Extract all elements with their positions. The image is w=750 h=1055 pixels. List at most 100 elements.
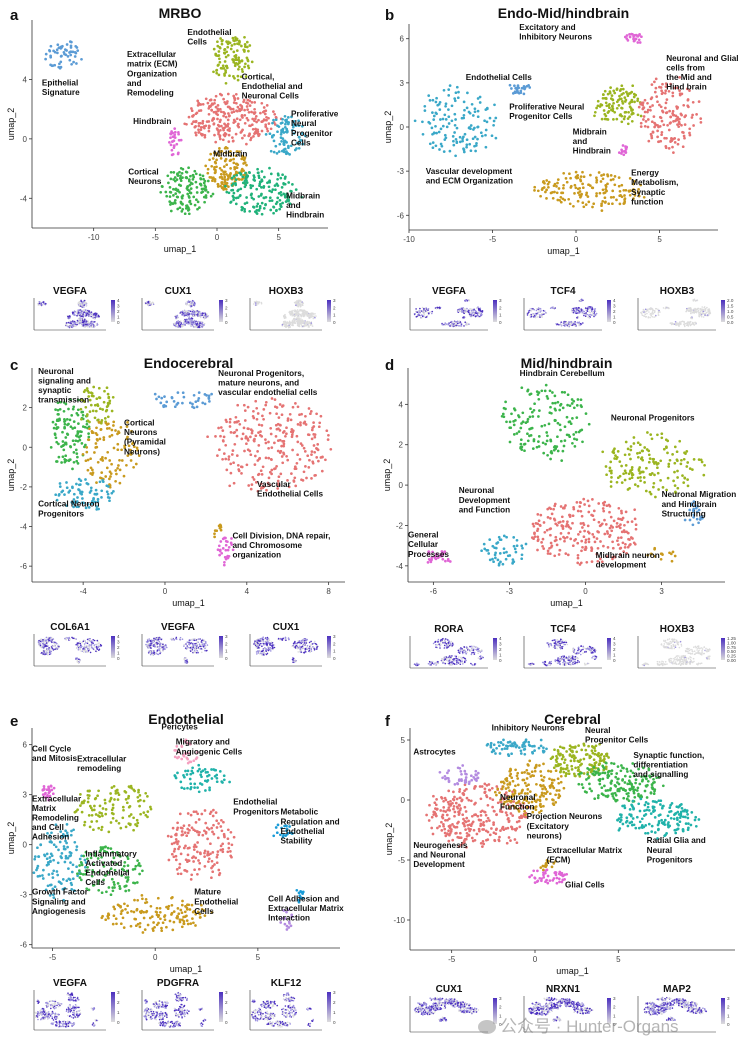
data-point <box>664 145 668 148</box>
feature-point <box>583 314 585 317</box>
data-point <box>462 116 466 120</box>
feature-point <box>77 317 80 320</box>
data-point <box>637 105 641 109</box>
data-point <box>547 185 550 189</box>
data-point <box>250 431 254 435</box>
data-point <box>607 202 611 206</box>
data-point <box>213 535 216 539</box>
data-point <box>71 467 74 471</box>
feature-point <box>256 302 259 304</box>
data-point <box>657 140 660 144</box>
panel-letter: b <box>385 7 394 24</box>
feature-point <box>465 322 468 324</box>
data-point <box>437 130 441 134</box>
feature-point <box>708 312 710 315</box>
data-point <box>682 103 686 107</box>
data-point <box>313 433 317 436</box>
feature-point <box>465 309 468 312</box>
data-point <box>246 174 250 178</box>
data-point <box>202 187 206 191</box>
feature-point <box>423 312 425 314</box>
data-point <box>220 186 224 190</box>
data-point <box>173 133 177 137</box>
data-point <box>473 107 477 111</box>
feature-point <box>586 313 588 316</box>
feature-point <box>299 305 302 307</box>
feature-point <box>188 317 190 319</box>
data-point <box>494 136 498 140</box>
feature-point <box>306 311 308 313</box>
feature-point <box>697 309 700 312</box>
data-point <box>284 175 287 179</box>
feature-point <box>593 308 595 311</box>
data-point <box>439 118 442 121</box>
data-point <box>105 484 109 488</box>
x-tick-label: -10 <box>403 235 415 244</box>
data-point <box>553 190 556 194</box>
data-point <box>274 467 277 470</box>
feature-point <box>184 321 187 324</box>
data-point <box>249 186 253 190</box>
data-point <box>173 127 177 130</box>
data-point <box>664 101 668 105</box>
data-point <box>239 187 243 191</box>
feature-point <box>700 315 703 318</box>
data-point <box>259 469 263 473</box>
data-point <box>264 441 268 445</box>
feature-point <box>643 311 645 313</box>
data-point <box>603 196 607 200</box>
data-point <box>104 456 107 460</box>
data-point <box>238 194 242 198</box>
data-point <box>206 190 210 194</box>
data-point <box>60 490 64 494</box>
data-point <box>431 98 435 102</box>
feature-point <box>463 325 465 327</box>
feature-point <box>481 311 484 313</box>
feature-point <box>44 639 47 642</box>
feature-point <box>298 323 300 326</box>
data-point <box>679 112 683 116</box>
data-point <box>627 189 631 193</box>
feature-point <box>293 319 296 322</box>
feature-point <box>296 302 299 304</box>
annotation-line: Signature <box>42 88 80 97</box>
data-point <box>250 110 253 114</box>
data-point <box>245 442 248 446</box>
data-point <box>69 445 72 448</box>
data-point <box>95 397 99 401</box>
feature-point <box>701 306 703 308</box>
data-point <box>75 434 78 438</box>
feature-point <box>687 325 690 327</box>
feature-point <box>592 313 595 316</box>
annotation-line: cells from <box>666 63 705 72</box>
data-point <box>119 426 123 429</box>
data-point <box>479 131 483 135</box>
feature-point <box>44 642 46 645</box>
data-point <box>249 184 252 187</box>
feature-point <box>586 310 589 313</box>
colorbar-tick-label: 2 <box>117 309 120 314</box>
data-point <box>58 418 61 422</box>
feature-point <box>702 312 705 315</box>
data-point <box>204 194 208 197</box>
data-point <box>233 166 236 169</box>
feature-point <box>577 316 580 318</box>
data-point <box>631 108 634 112</box>
feature-point <box>457 310 460 312</box>
data-point <box>254 117 257 121</box>
data-point <box>452 139 455 143</box>
feature-point <box>190 317 193 319</box>
feature-point <box>449 325 451 327</box>
data-point <box>44 52 48 56</box>
data-point <box>210 392 213 396</box>
data-point <box>611 189 615 193</box>
data-point <box>606 111 610 114</box>
feature-point <box>75 312 78 314</box>
data-point <box>100 420 103 424</box>
data-point <box>44 57 47 61</box>
data-point <box>279 133 283 136</box>
data-point <box>95 433 99 437</box>
feature-point <box>71 323 73 326</box>
feature-point <box>175 322 177 324</box>
